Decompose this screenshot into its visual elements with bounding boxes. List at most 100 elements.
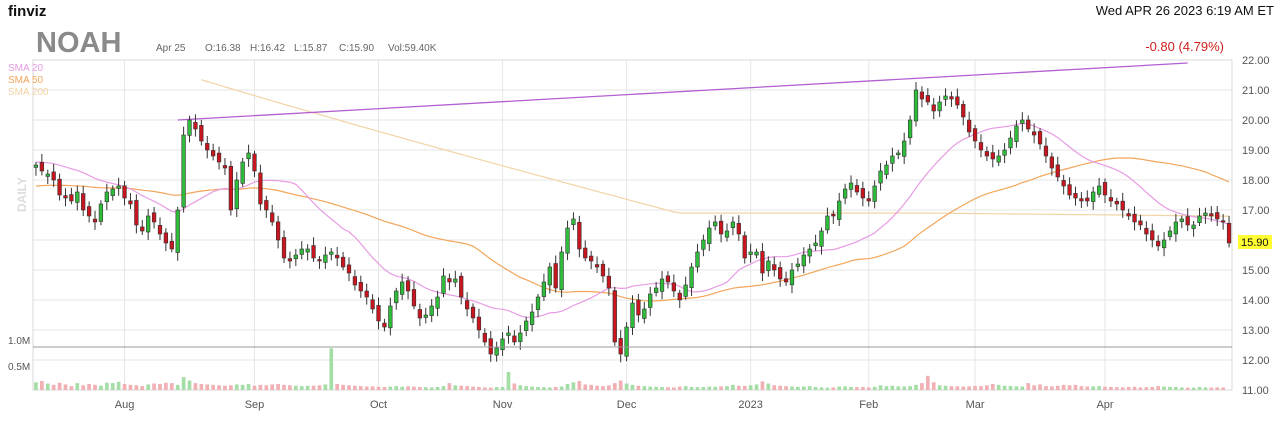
volume-bar xyxy=(1150,386,1155,390)
candle-body xyxy=(358,282,363,292)
volume-bar xyxy=(205,384,210,390)
candle-body xyxy=(1085,197,1090,202)
candle-body xyxy=(831,213,836,217)
volume-bar xyxy=(760,381,765,390)
volume-bar xyxy=(595,385,599,390)
candle-body xyxy=(323,254,328,263)
candle-body xyxy=(1091,191,1096,202)
volume-bar xyxy=(388,386,393,390)
candle-body xyxy=(972,128,978,142)
volume-tick-label: 1.0M xyxy=(8,336,30,347)
candle-body xyxy=(1114,200,1119,205)
volume-bar xyxy=(471,386,475,390)
volume-bar xyxy=(967,386,971,390)
candle-body xyxy=(1203,212,1208,216)
sma-200-line xyxy=(201,79,1229,217)
candle-body xyxy=(494,347,499,356)
volume-bar xyxy=(181,377,186,390)
candle-body xyxy=(240,161,245,184)
volume-bar xyxy=(571,382,576,390)
candle-body xyxy=(736,223,741,235)
volume-bar xyxy=(34,382,38,390)
candle-body xyxy=(807,248,812,257)
candle-body xyxy=(659,278,665,292)
candle-body xyxy=(742,235,747,259)
volume-bar xyxy=(1156,386,1161,390)
price-axis: 22.0021.0020.0019.0018.0017.0016.0015.00… xyxy=(1242,55,1270,397)
volume-bar xyxy=(553,386,558,390)
candle-body xyxy=(1173,221,1179,235)
volume-bar xyxy=(861,386,865,390)
candle-body xyxy=(1215,212,1220,220)
candle-body xyxy=(636,299,641,316)
candle-body xyxy=(146,215,151,233)
volume-bar xyxy=(429,387,434,390)
volume-bar xyxy=(500,386,505,390)
candle-body xyxy=(134,200,139,226)
volume-bar xyxy=(140,386,145,390)
volume-bar xyxy=(943,385,948,390)
date-tick-label: Dec xyxy=(617,399,637,411)
candle-body xyxy=(376,305,381,322)
volume-bar xyxy=(81,385,86,390)
candle-body xyxy=(382,322,387,328)
volume-bar xyxy=(1020,386,1025,390)
volume-bar xyxy=(270,384,275,390)
volume-bar xyxy=(69,386,74,390)
candle-body xyxy=(860,188,865,199)
price-tick-label: 12.00 xyxy=(1242,355,1270,367)
volume-bar xyxy=(612,383,617,390)
candle-body xyxy=(600,263,606,277)
date-tick-label: Nov xyxy=(493,399,513,411)
volume-bar xyxy=(305,385,310,390)
volume-bar xyxy=(1002,385,1007,390)
candle-body xyxy=(441,275,446,294)
candle-body xyxy=(92,218,98,223)
candle-body xyxy=(925,95,930,103)
candle-body xyxy=(630,302,635,328)
volume-bar xyxy=(607,385,611,390)
volume-bar xyxy=(1162,386,1166,390)
volume-bar xyxy=(1185,387,1190,390)
ohlc-close: C:15.90 xyxy=(339,43,374,54)
timeframe-label: DAILY xyxy=(15,177,29,212)
candle-body xyxy=(329,251,334,255)
candle-body xyxy=(128,200,133,205)
volume-bar xyxy=(1079,386,1084,390)
volume-bar xyxy=(565,383,570,390)
candle-body xyxy=(39,162,44,172)
candle-body xyxy=(1197,215,1202,223)
volume-bar xyxy=(370,386,375,390)
candle-body xyxy=(943,95,948,100)
volume-bar xyxy=(1097,386,1101,390)
volume-bar xyxy=(459,385,464,390)
candle-body xyxy=(311,245,316,259)
date-tick-label: Oct xyxy=(370,399,387,411)
date-axis: Aug Sep Oct Nov Dec 2023 Feb Mar Apr xyxy=(115,399,1114,411)
brand-logo[interactable]: finviz xyxy=(8,3,46,20)
candle-body xyxy=(1156,240,1161,247)
volume-bar xyxy=(288,385,292,390)
price-tick-label: 22.00 xyxy=(1242,55,1270,67)
candle-body xyxy=(335,254,340,259)
volume-bar xyxy=(955,386,960,390)
volume-bar xyxy=(1203,387,1208,390)
volume-bar xyxy=(93,384,97,390)
volume-bar xyxy=(441,386,446,390)
sma-lines xyxy=(35,79,1230,319)
volume-bar xyxy=(742,385,747,390)
candle-body xyxy=(340,256,346,268)
volume-bar xyxy=(1179,387,1184,390)
volume-bar xyxy=(447,383,452,390)
volume-bar xyxy=(329,348,334,390)
candle-body xyxy=(783,278,789,283)
candle-body xyxy=(33,164,39,168)
candle-body xyxy=(1037,131,1043,145)
ticker-symbol: NOAH xyxy=(36,27,121,59)
date-tick-label: 2023 xyxy=(738,399,762,411)
candle-body xyxy=(671,282,676,292)
candle-body xyxy=(902,140,907,157)
chart-grid xyxy=(32,59,1233,391)
volume-bar xyxy=(736,385,741,390)
candle-body xyxy=(352,276,358,286)
